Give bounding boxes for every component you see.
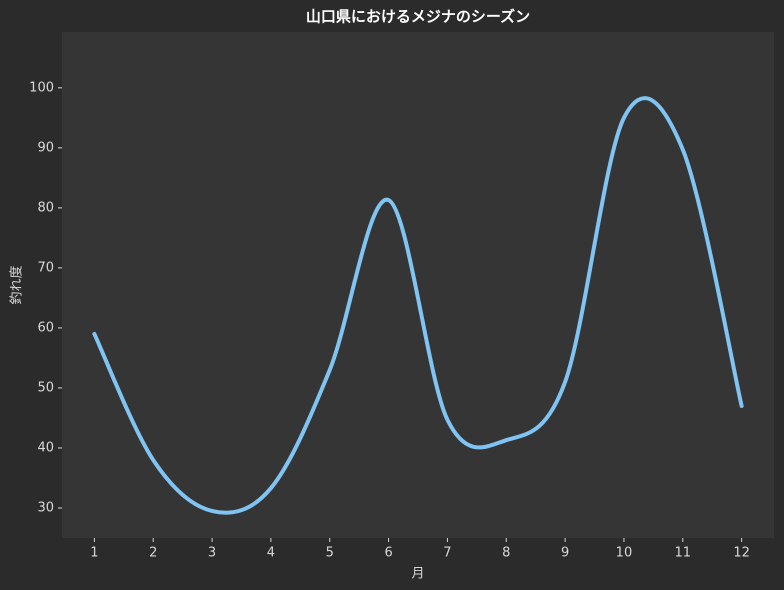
x-tick-label: 12	[733, 546, 750, 561]
x-tick-label: 5	[326, 546, 334, 561]
y-axis-label: 釣れ度	[9, 265, 25, 304]
x-tick-label: 10	[616, 546, 633, 561]
y-tick-label: 100	[29, 80, 54, 95]
y-tick-label: 40	[37, 440, 54, 455]
x-tick-label: 1	[90, 546, 98, 561]
x-tick-label: 7	[443, 546, 451, 561]
y-tick-label: 50	[37, 380, 54, 395]
x-tick-label: 8	[502, 546, 510, 561]
plot-area	[62, 32, 774, 538]
x-axis-label: 月	[411, 567, 424, 582]
x-tick-label: 3	[208, 546, 216, 561]
y-tick-label: 70	[37, 260, 54, 275]
x-tick-label: 6	[384, 546, 392, 561]
x-tick-label: 9	[561, 546, 569, 561]
y-tick-label: 30	[37, 500, 54, 515]
y-tick-label: 90	[37, 140, 54, 155]
y-tick-label: 80	[37, 200, 54, 215]
data-line	[92, 96, 744, 515]
x-tick-label: 2	[149, 546, 157, 561]
x-tick-label: 11	[675, 546, 692, 561]
x-tick-label: 4	[267, 546, 275, 561]
chart-title: 山口県におけるメジナのシーズン	[306, 8, 530, 26]
y-tick-label: 60	[37, 320, 54, 335]
